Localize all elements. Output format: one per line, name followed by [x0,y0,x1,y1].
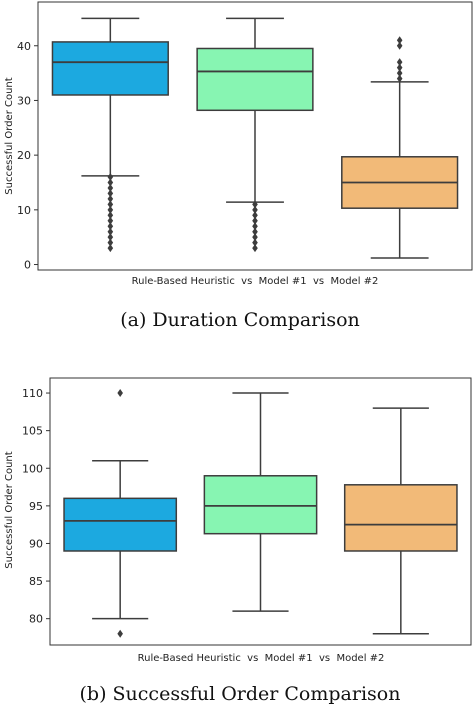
outlier-point [252,244,258,253]
outlier-point [107,194,114,203]
outlier-point [252,216,258,225]
outlier-point [396,58,403,67]
y-tick-label: 105 [22,425,43,438]
outlier-point [396,69,403,78]
caption-b: (b) Successful Order Comparison [80,683,401,705]
box-iqr [63,497,178,552]
box-iqr [203,475,318,535]
y-tick-label: 95 [29,500,43,513]
y-tick-label: 40 [17,40,31,53]
box-iqr [51,41,169,96]
outlier-point [252,222,258,231]
chart-a-y-axis-label: Successful Order Count [4,77,15,194]
y-tick-label: 10 [17,204,31,217]
outlier-point [252,200,258,209]
outlier-point [396,36,403,45]
outlier-point [107,173,114,182]
box-group-1 [63,389,178,638]
chart-a-y-ticks: 0 10 20 30 40 [17,40,38,272]
outlier-point [396,41,403,50]
outlier-point [107,189,114,198]
outlier-point [117,389,123,398]
outlier-point [252,238,258,247]
y-tick-label: 30 [17,94,31,107]
outlier-point [107,183,114,192]
y-tick-label: 100 [22,462,43,475]
outlier-point [107,238,114,247]
outlier-point [107,233,114,242]
outlier-point [107,244,114,253]
outlier-point [252,233,258,242]
outlier-point [396,74,403,83]
outlier-point [252,205,258,214]
outlier-point [252,227,258,236]
outlier-point [107,178,114,187]
box-group-3 [343,407,458,635]
outlier-point [107,216,114,225]
box-group-2 [203,392,318,612]
y-tick-label: 110 [22,387,43,400]
y-tick-label: 80 [29,613,43,626]
outlier-point [252,211,258,220]
chart-a: 0 10 20 30 40 Successful Order Count Rule-Ba… [4,1,473,287]
y-tick-label: 85 [29,575,43,588]
outlier-point [107,222,114,231]
box-group-2 [196,17,314,253]
chart-b-marks [63,389,458,638]
box-iqr [196,47,314,112]
outlier-point [107,227,114,236]
chart-b-x-axis-label: Rule-Based Heuristic vs Model #1 vs Mode… [138,653,385,664]
box-group-3 [341,36,459,259]
chart-b: 80 85 90 95 100 105 110 Successful Order Count… [4,377,472,664]
plot-frame-b [49,377,472,646]
y-tick-label: 0 [24,259,31,272]
box-group-1 [51,17,169,253]
outlier-point [396,63,403,72]
chart-b-y-ticks: 80 85 90 95 100 105 110 [22,387,50,626]
caption-a: (a) Duration Comparison [120,309,360,331]
outlier-point [117,629,123,638]
plot-frame-a [37,1,473,271]
outlier-point [107,205,114,214]
chart-b-y-axis-label: Successful Order Count [4,451,15,568]
chart-a-marks [51,17,459,259]
y-tick-label: 90 [29,537,43,550]
y-tick-label: 20 [17,149,31,162]
box-iqr [343,484,458,552]
chart-a-x-axis-label: Rule-Based Heuristic vs Model #1 vs Mode… [132,276,379,287]
outlier-point [107,211,114,220]
outlier-point [107,200,114,209]
